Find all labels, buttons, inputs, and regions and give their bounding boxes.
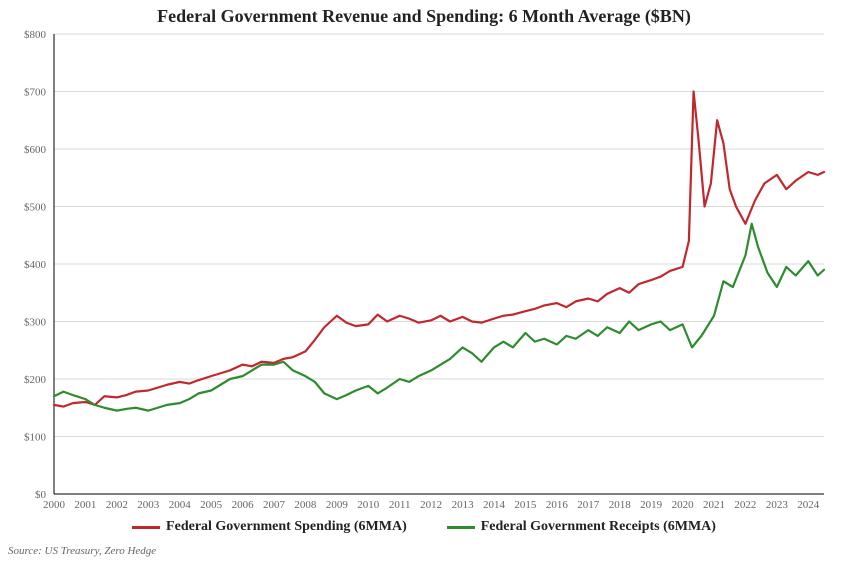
xtick-label: 2008 <box>294 499 317 511</box>
chart-container: Federal Government Revenue and Spending:… <box>0 0 848 563</box>
xtick-label: 2000 <box>43 499 66 511</box>
ytick-label: $800 <box>24 29 47 41</box>
legend: Federal Government Spending (6MMA) Federa… <box>0 518 848 536</box>
xtick-label: 2007 <box>263 499 286 511</box>
xtick-label: 2015 <box>514 499 537 511</box>
xtick-label: 2020 <box>672 499 695 511</box>
plot-svg: $0$100$200$300$400$500$600$700$800200020… <box>54 34 824 494</box>
ytick-label: $100 <box>24 432 47 444</box>
xtick-label: 2003 <box>137 499 160 511</box>
ytick-label: $500 <box>24 202 47 214</box>
xtick-label: 2017 <box>577 499 600 511</box>
xtick-label: 2006 <box>232 499 255 511</box>
ytick-label: $400 <box>24 259 47 271</box>
xtick-label: 2002 <box>106 499 128 511</box>
legend-label: Federal Government Receipts (6MMA) <box>481 519 716 535</box>
ytick-label: $300 <box>24 317 47 329</box>
ytick-label: $200 <box>24 374 47 386</box>
xtick-label: 2019 <box>640 499 663 511</box>
ytick-label: $600 <box>24 144 47 156</box>
ytick-label: $700 <box>24 87 47 99</box>
source-attribution: Source: US Treasury, Zero Hedge <box>8 545 156 557</box>
xtick-label: 2004 <box>169 499 192 511</box>
xtick-label: 2011 <box>389 499 411 511</box>
xtick-label: 2009 <box>326 499 349 511</box>
legend-swatch <box>132 526 160 529</box>
legend-swatch <box>447 526 475 529</box>
xtick-label: 2022 <box>734 499 756 511</box>
legend-label: Federal Government Spending (6MMA) <box>166 519 407 535</box>
xtick-label: 2016 <box>546 499 569 511</box>
plot-area: $0$100$200$300$400$500$600$700$800200020… <box>54 34 824 494</box>
xtick-label: 2018 <box>609 499 632 511</box>
xtick-label: 2012 <box>420 499 442 511</box>
series-spending <box>54 92 824 407</box>
xtick-label: 2014 <box>483 499 506 511</box>
xtick-label: 2024 <box>797 499 820 511</box>
legend-item-0: Federal Government Spending (6MMA) <box>132 519 407 535</box>
xtick-label: 2023 <box>766 499 789 511</box>
xtick-label: 2005 <box>200 499 223 511</box>
xtick-label: 2001 <box>74 499 96 511</box>
chart-title: Federal Government Revenue and Spending:… <box>0 6 848 27</box>
xtick-label: 2010 <box>357 499 380 511</box>
xtick-label: 2013 <box>452 499 475 511</box>
legend-item-1: Federal Government Receipts (6MMA) <box>447 519 716 535</box>
xtick-label: 2021 <box>703 499 725 511</box>
